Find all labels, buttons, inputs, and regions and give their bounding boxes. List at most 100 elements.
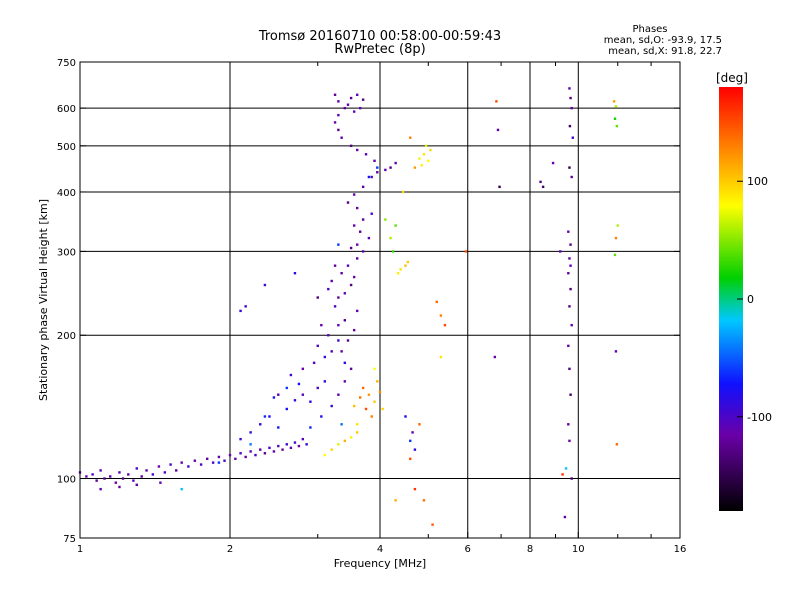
data-point [301, 367, 305, 371]
colorbar-tick-label: 100 [747, 175, 768, 188]
data-point [145, 469, 148, 472]
data-point [373, 367, 376, 371]
data-point [343, 361, 347, 365]
data-points [78, 87, 619, 526]
data-point [429, 148, 432, 152]
data-point [413, 487, 417, 491]
data-point [309, 400, 312, 403]
data-point [109, 475, 112, 478]
data-point [355, 93, 359, 96]
data-point [239, 437, 242, 441]
data-point [337, 443, 340, 446]
data-point [337, 243, 340, 246]
data-point [285, 407, 288, 411]
data-point [85, 475, 88, 478]
data-point [613, 253, 617, 257]
data-point [418, 157, 421, 160]
data-point [564, 467, 568, 470]
data-point [343, 319, 347, 322]
data-point [551, 161, 555, 165]
x-tick-label: 1 [77, 544, 83, 555]
data-point [571, 136, 575, 139]
data-point [370, 212, 373, 215]
data-point [561, 473, 564, 476]
data-point [337, 339, 340, 342]
data-point [95, 479, 98, 482]
data-point [396, 272, 400, 275]
data-point [539, 180, 542, 184]
y-axis-label: Stationary phase Virtual Height [km] [37, 199, 50, 401]
data-point [277, 426, 280, 429]
data-point [169, 463, 172, 466]
colorbar-label: [deg] [716, 71, 748, 85]
data-point [568, 166, 571, 169]
data-point [330, 279, 333, 283]
data-point [249, 431, 252, 434]
data-point [422, 499, 426, 502]
data-point [422, 153, 426, 156]
data-point [277, 393, 280, 396]
data-point [373, 159, 376, 163]
data-point [349, 144, 353, 148]
data-point [285, 443, 288, 446]
data-point [569, 393, 572, 396]
data-point [570, 477, 573, 480]
data-point [352, 275, 356, 279]
data-point [616, 224, 619, 227]
data-point [355, 243, 359, 246]
data-point [394, 224, 397, 227]
data-point [223, 459, 226, 462]
data-point [376, 166, 379, 169]
y-tick-label: 600 [57, 104, 76, 115]
y-axis: 75 100 200 300 400 500 600 750 [57, 58, 680, 545]
data-point [355, 431, 359, 434]
data-point [343, 106, 347, 110]
data-point [127, 473, 130, 476]
data-point [163, 471, 167, 474]
data-point [228, 453, 232, 457]
x-tick-label: 6 [465, 544, 471, 555]
chart-title: Tromsø 20160710 00:58:00-00:59:43 [258, 29, 501, 44]
stats-x-mode: mean, sd,X: 91.8, 22.7 [608, 46, 722, 57]
data-point [614, 236, 618, 240]
data-point [409, 439, 412, 443]
data-point [370, 175, 373, 179]
data-point [413, 448, 417, 451]
data-point [569, 96, 572, 100]
data-point [613, 117, 617, 120]
data-point [272, 450, 276, 453]
data-point [340, 136, 343, 139]
data-point [244, 305, 247, 308]
colorbar-ticks: 100 0 -100 [737, 175, 772, 424]
data-point [118, 471, 121, 474]
data-point [337, 128, 340, 132]
data-point [409, 457, 412, 461]
data-point [239, 309, 242, 313]
data-point [175, 469, 178, 472]
data-point [358, 396, 362, 399]
data-point [333, 121, 337, 124]
data-point [370, 415, 373, 418]
data-point [615, 124, 619, 128]
stats-heading: Phases [632, 24, 667, 35]
data-point [320, 323, 323, 327]
data-point [263, 415, 267, 418]
data-point [570, 323, 573, 327]
data-point [187, 465, 190, 468]
data-point [343, 292, 347, 295]
data-point [349, 283, 353, 287]
data-point [316, 344, 319, 348]
data-point [361, 386, 365, 390]
data-point [340, 423, 343, 426]
data-point [568, 305, 571, 308]
data-point [249, 450, 252, 453]
data-point [569, 287, 572, 291]
data-point [394, 499, 397, 502]
data-point [340, 350, 343, 353]
data-point [244, 455, 247, 459]
data-point [612, 100, 616, 103]
data-point [132, 479, 135, 482]
y-tick-label: 200 [57, 331, 76, 342]
data-point [568, 367, 571, 371]
data-point [268, 415, 271, 418]
